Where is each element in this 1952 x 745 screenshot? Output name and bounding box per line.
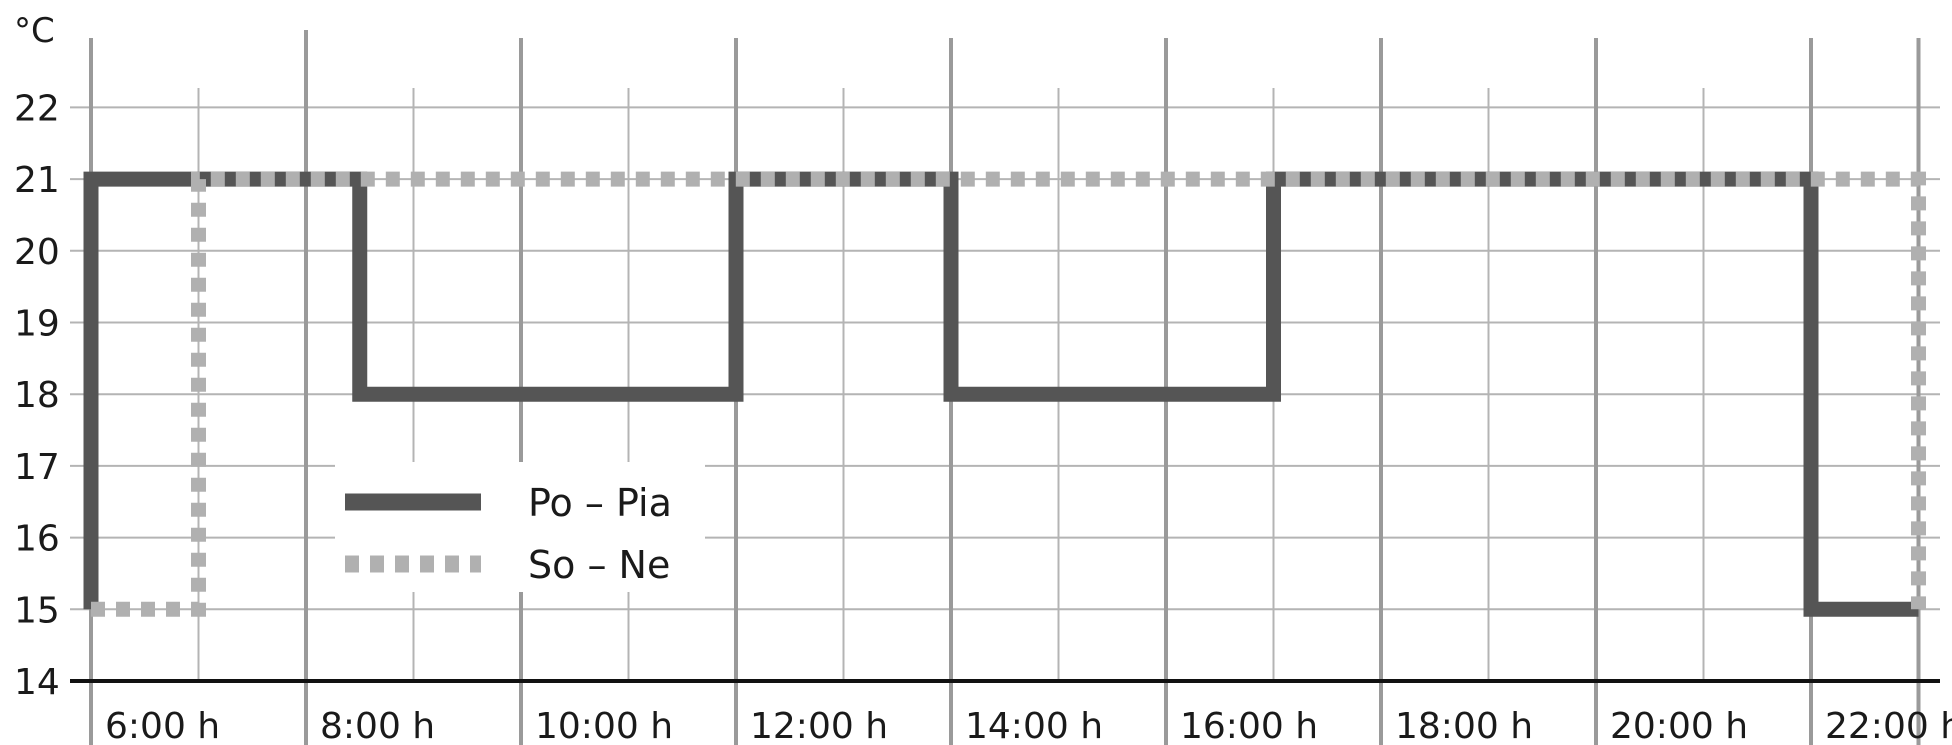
y-tick-label: 16 xyxy=(14,519,60,560)
y-tick-label: 17 xyxy=(14,447,60,488)
x-tick-label: 6:00 h xyxy=(105,706,220,745)
x-tick-label: 12:00 h xyxy=(750,706,888,745)
y-tick-label: 19 xyxy=(14,304,60,345)
y-tick-label: 21 xyxy=(14,160,60,201)
y-tick-label: 20 xyxy=(14,232,60,273)
x-tick-label: 22:00 h xyxy=(1825,706,1952,745)
x-tick-label: 18:00 h xyxy=(1395,706,1533,745)
y-tick-label: 15 xyxy=(14,590,60,631)
x-tick-label: 14:00 h xyxy=(965,706,1103,745)
y-tick-label: 22 xyxy=(14,88,60,129)
legend-label: Po – Pia xyxy=(528,481,672,525)
series-line-so-ne xyxy=(91,171,1926,617)
legend-label: So – Ne xyxy=(528,543,670,587)
x-tick-label: 16:00 h xyxy=(1180,706,1318,745)
x-tick-label: 8:00 h xyxy=(320,706,435,745)
x-tick-label: 10:00 h xyxy=(535,706,673,745)
x-tick-label: 20:00 h xyxy=(1610,706,1748,745)
legend: Po – Pia So – Ne xyxy=(335,462,705,592)
series-layer xyxy=(83,171,1926,617)
y-unit-label: °C xyxy=(14,11,55,51)
y-tick-label: 14 xyxy=(14,662,60,703)
axes: 14 15 16 17 18 19 20 21 22 °C 6:00 h 8:00 h 10:00 h 1… xyxy=(14,11,1952,745)
y-tick-label: 18 xyxy=(14,375,60,416)
